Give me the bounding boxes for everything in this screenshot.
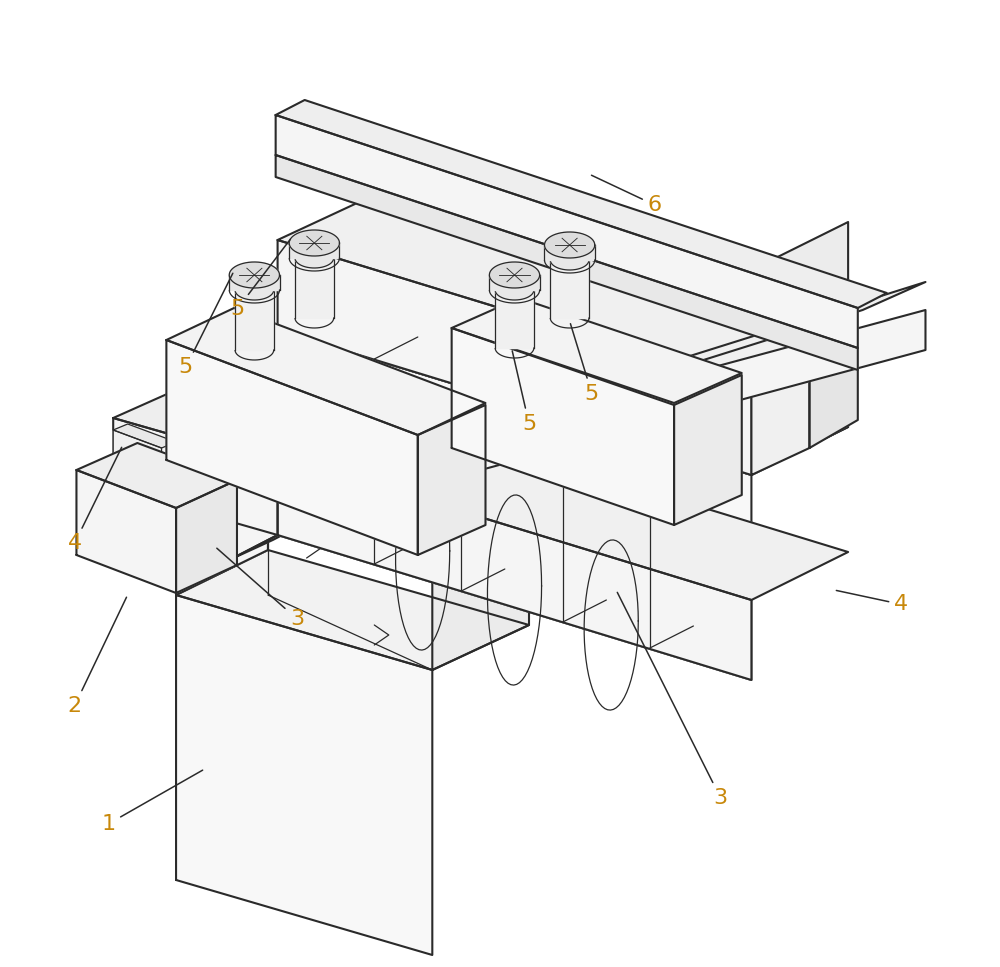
Text: 4: 4 xyxy=(67,448,122,553)
Text: 2: 2 xyxy=(67,598,127,716)
Polygon shape xyxy=(176,480,237,593)
Text: 5: 5 xyxy=(230,239,290,319)
Polygon shape xyxy=(166,308,485,435)
Polygon shape xyxy=(289,230,339,256)
Text: 3: 3 xyxy=(617,593,728,807)
Polygon shape xyxy=(235,280,274,300)
Polygon shape xyxy=(276,115,858,348)
Polygon shape xyxy=(674,375,742,525)
Polygon shape xyxy=(418,405,485,555)
Polygon shape xyxy=(545,232,595,258)
Polygon shape xyxy=(544,245,595,260)
Polygon shape xyxy=(113,390,340,465)
Polygon shape xyxy=(452,328,674,525)
Polygon shape xyxy=(229,262,280,288)
Text: 3: 3 xyxy=(217,548,304,629)
Polygon shape xyxy=(550,250,589,270)
Polygon shape xyxy=(489,262,540,288)
Polygon shape xyxy=(176,510,268,595)
Polygon shape xyxy=(113,418,278,535)
Polygon shape xyxy=(289,243,339,258)
Polygon shape xyxy=(278,455,751,680)
Polygon shape xyxy=(278,240,751,475)
Polygon shape xyxy=(113,430,162,482)
Polygon shape xyxy=(113,424,176,448)
Polygon shape xyxy=(176,550,529,670)
Polygon shape xyxy=(276,155,858,370)
Polygon shape xyxy=(278,330,751,680)
Polygon shape xyxy=(278,195,848,385)
Polygon shape xyxy=(76,443,237,508)
Text: 1: 1 xyxy=(101,770,203,834)
Polygon shape xyxy=(278,282,848,475)
Text: 4: 4 xyxy=(836,591,908,614)
Polygon shape xyxy=(550,260,589,318)
Polygon shape xyxy=(809,330,858,448)
Polygon shape xyxy=(176,595,432,955)
Text: 5: 5 xyxy=(512,351,536,433)
Polygon shape xyxy=(751,222,848,475)
Polygon shape xyxy=(166,340,418,555)
Polygon shape xyxy=(229,275,280,290)
Text: 5: 5 xyxy=(570,324,599,403)
Polygon shape xyxy=(495,290,534,348)
Polygon shape xyxy=(432,340,529,670)
Polygon shape xyxy=(295,258,334,318)
Text: 5: 5 xyxy=(179,274,233,377)
Polygon shape xyxy=(295,248,334,268)
Polygon shape xyxy=(278,407,848,600)
Polygon shape xyxy=(452,298,742,403)
Text: 6: 6 xyxy=(591,175,662,215)
Polygon shape xyxy=(235,290,274,350)
Polygon shape xyxy=(176,465,268,555)
Polygon shape xyxy=(751,358,809,475)
Polygon shape xyxy=(481,282,925,430)
Polygon shape xyxy=(495,280,534,300)
Polygon shape xyxy=(481,310,925,470)
Polygon shape xyxy=(276,100,887,308)
Polygon shape xyxy=(229,515,321,560)
Polygon shape xyxy=(489,275,540,290)
Polygon shape xyxy=(751,337,858,385)
Polygon shape xyxy=(76,470,176,593)
Polygon shape xyxy=(229,435,278,560)
